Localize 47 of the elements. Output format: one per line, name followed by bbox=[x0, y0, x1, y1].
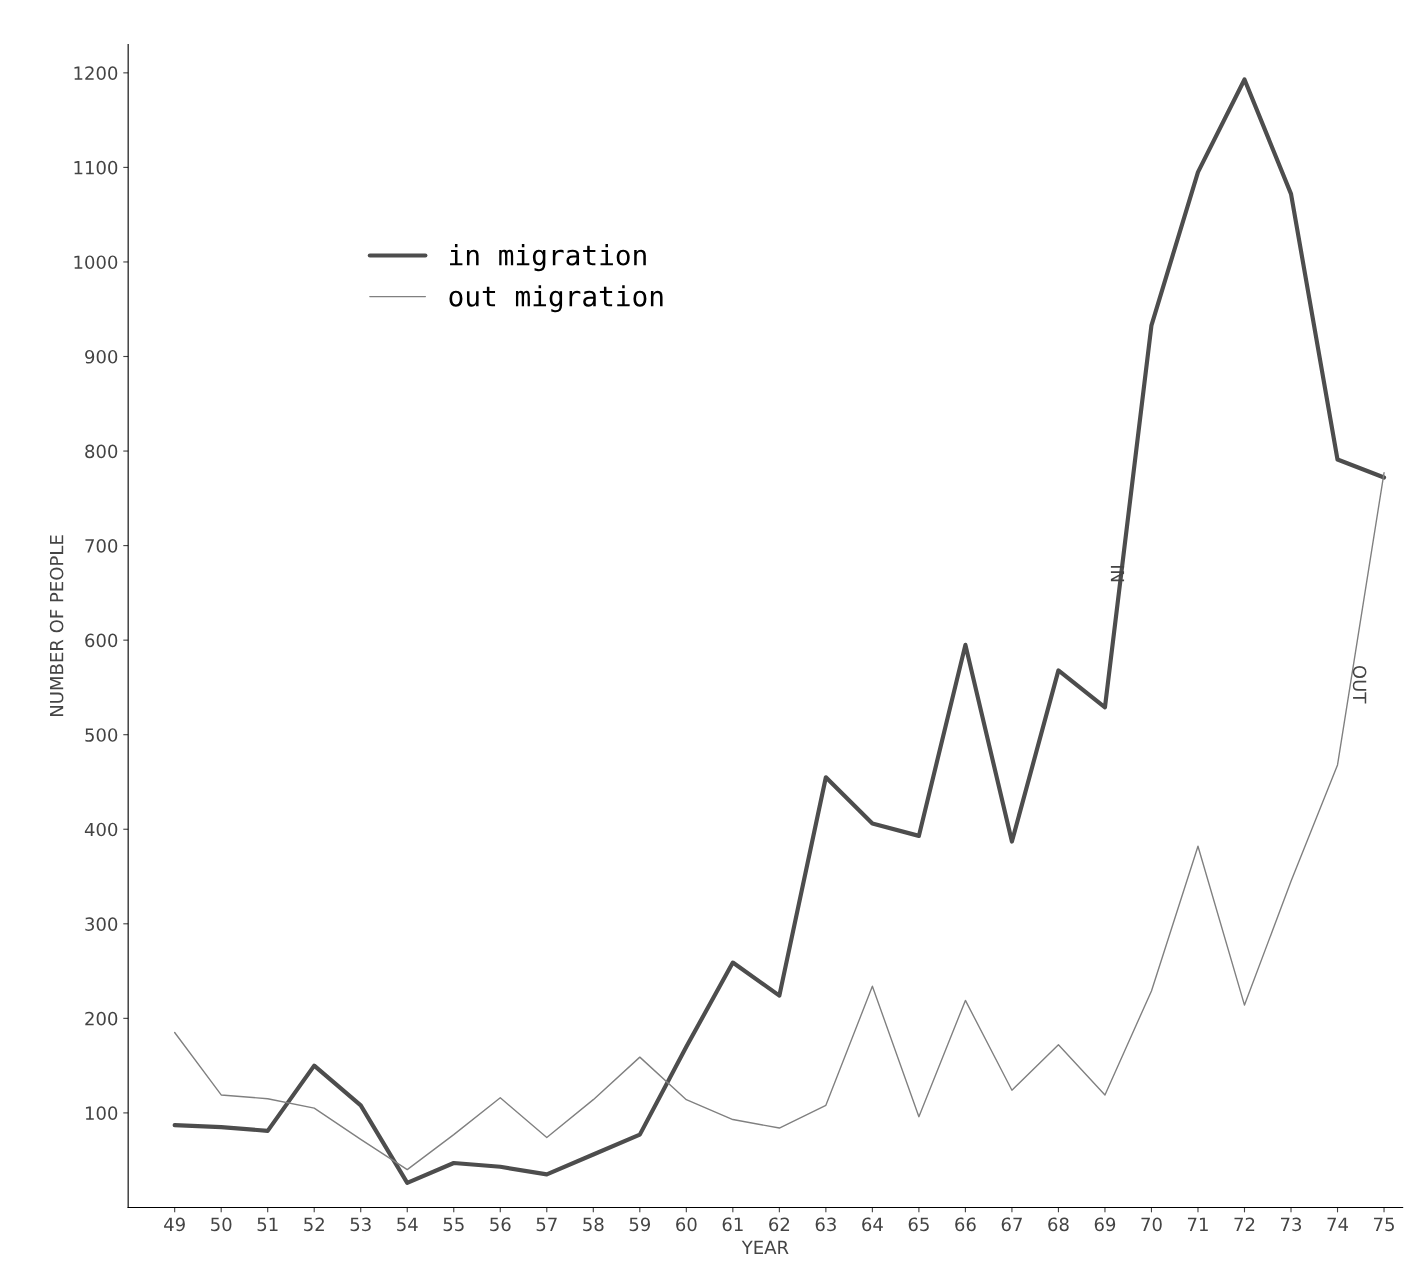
x-tick-label: 59 bbox=[629, 1217, 651, 1232]
x-axis-title: YEAR bbox=[741, 1240, 789, 1254]
x-tick-label: 51 bbox=[257, 1217, 278, 1232]
x-tick-label: 69 bbox=[1094, 1217, 1116, 1232]
x-tick-label: 57 bbox=[536, 1217, 557, 1232]
x-tick-label: 63 bbox=[815, 1217, 836, 1232]
y-tick-label: 1000 bbox=[74, 255, 118, 270]
legend-label: in migration bbox=[450, 244, 646, 272]
x-tick-label: 50 bbox=[211, 1217, 232, 1232]
y-tick-label: 200 bbox=[85, 1011, 118, 1026]
y-tick-label: 500 bbox=[85, 728, 118, 742]
x-tick-label: 73 bbox=[1281, 1217, 1302, 1232]
legend-label: out migration bbox=[449, 285, 663, 313]
x-tick-label: 58 bbox=[583, 1217, 604, 1232]
x-tick-label: 61 bbox=[722, 1217, 743, 1232]
x-tick-label: 71 bbox=[1187, 1217, 1208, 1231]
y-tick-label: 600 bbox=[85, 633, 118, 648]
annotation: OUT bbox=[1352, 665, 1367, 704]
x-tick-label: 70 bbox=[1141, 1217, 1162, 1232]
y-tick-label: 800 bbox=[85, 444, 118, 459]
x-tick-label: 64 bbox=[862, 1217, 883, 1232]
x-tick-label: 55 bbox=[443, 1217, 464, 1232]
line-series bbox=[172, 77, 1387, 1185]
y-tick-label: 1200 bbox=[74, 66, 118, 80]
x-tick-label: 53 bbox=[350, 1217, 371, 1232]
y-tick-label: 900 bbox=[85, 349, 118, 364]
x-tick-label: 56 bbox=[490, 1217, 511, 1232]
y-tick-label: 700 bbox=[85, 539, 118, 553]
x-tick-label: 54 bbox=[397, 1217, 418, 1232]
x-tick-label: 62 bbox=[769, 1217, 790, 1232]
x-tick-label: 74 bbox=[1327, 1217, 1348, 1231]
line-series bbox=[173, 472, 1385, 1171]
y-tick-label: 400 bbox=[84, 822, 118, 837]
x-tick-label: 65 bbox=[908, 1217, 929, 1232]
y-tick-label: 1100 bbox=[74, 160, 118, 175]
x-tick-label: 75 bbox=[1374, 1217, 1394, 1232]
y-axis-title: NUMBER OF PEOPLE bbox=[49, 535, 64, 716]
x-tick-label: 72 bbox=[1234, 1217, 1255, 1231]
x-tick-label: 49 bbox=[164, 1217, 185, 1232]
x-tick-label: 52 bbox=[304, 1217, 324, 1232]
x-tick-label: 66 bbox=[955, 1217, 976, 1232]
x-tick-label: 60 bbox=[676, 1217, 697, 1232]
annotation: IN bbox=[1110, 565, 1125, 582]
x-tick-label: 67 bbox=[1001, 1217, 1022, 1232]
x-tick-label: 68 bbox=[1048, 1217, 1069, 1232]
y-tick-label: 100 bbox=[85, 1106, 118, 1121]
y-tick-label: 300 bbox=[85, 917, 118, 931]
